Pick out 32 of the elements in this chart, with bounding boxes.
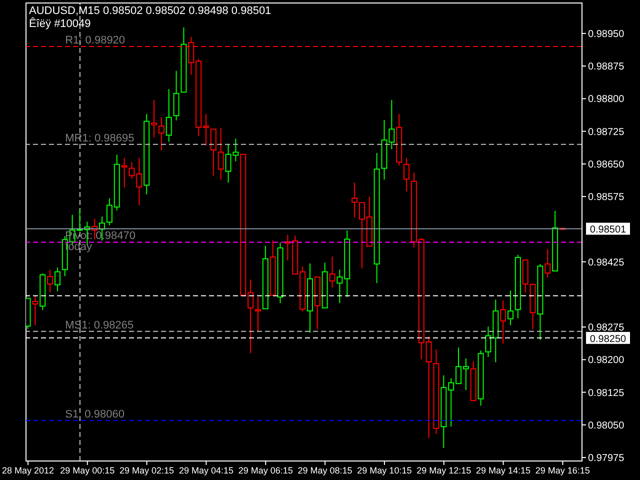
x-tick-label: 29 May 02:15	[120, 465, 174, 476]
chart-title: AUDUSD,M15 0.98502 0.98502 0.98498 0.98501	[29, 5, 272, 17]
x-tick-label: 28 May 2012	[2, 465, 54, 476]
candlestick	[404, 157, 410, 192]
y-tick-label: 0.98800	[588, 94, 625, 106]
candlestick	[173, 70, 180, 121]
x-tick-label: 29 May 12:15	[416, 465, 472, 476]
y-tick-label: 0.98425	[588, 257, 625, 268]
y-tick-label: 0.98200	[588, 355, 625, 366]
x-tick-label: 29 May 16:15	[535, 465, 590, 476]
annotation: S1: 0.98060	[65, 408, 124, 421]
annotation: Êîëÿ #10049	[29, 18, 92, 31]
y-tick-label: 0.98950	[588, 28, 625, 40]
candlestick	[210, 128, 216, 176]
annotation: R1: 0.98920	[65, 34, 126, 46]
ref-line-label: 0.98250	[590, 334, 627, 345]
x-tick-label: 29 May 06:15	[238, 465, 293, 476]
annotation: MS1: 0.98265	[65, 319, 134, 332]
ref-line-label: 0.98501	[590, 224, 627, 236]
x-tick-label: 29 May 08:15	[298, 465, 352, 476]
y-tick-label: 0.98125	[588, 388, 625, 399]
x-tick-label: 29 May 04:15	[178, 465, 234, 476]
x-tick-label: 29 May 14:15	[476, 465, 531, 476]
y-tick-label: 0.98275	[588, 322, 625, 334]
y-tick-label: 0.98575	[588, 192, 625, 204]
y-tick-label: 0.98725	[588, 126, 625, 138]
x-tick-label: 29 May 10:15	[357, 465, 412, 476]
x-tick-label: 29 May 00:15	[60, 465, 115, 476]
y-tick-label: 0.98875	[588, 62, 625, 73]
y-tick-label: 0.98650	[588, 159, 625, 170]
y-tick-label: 0.98050	[588, 420, 625, 432]
y-tick-label: 0.97975	[588, 453, 625, 464]
